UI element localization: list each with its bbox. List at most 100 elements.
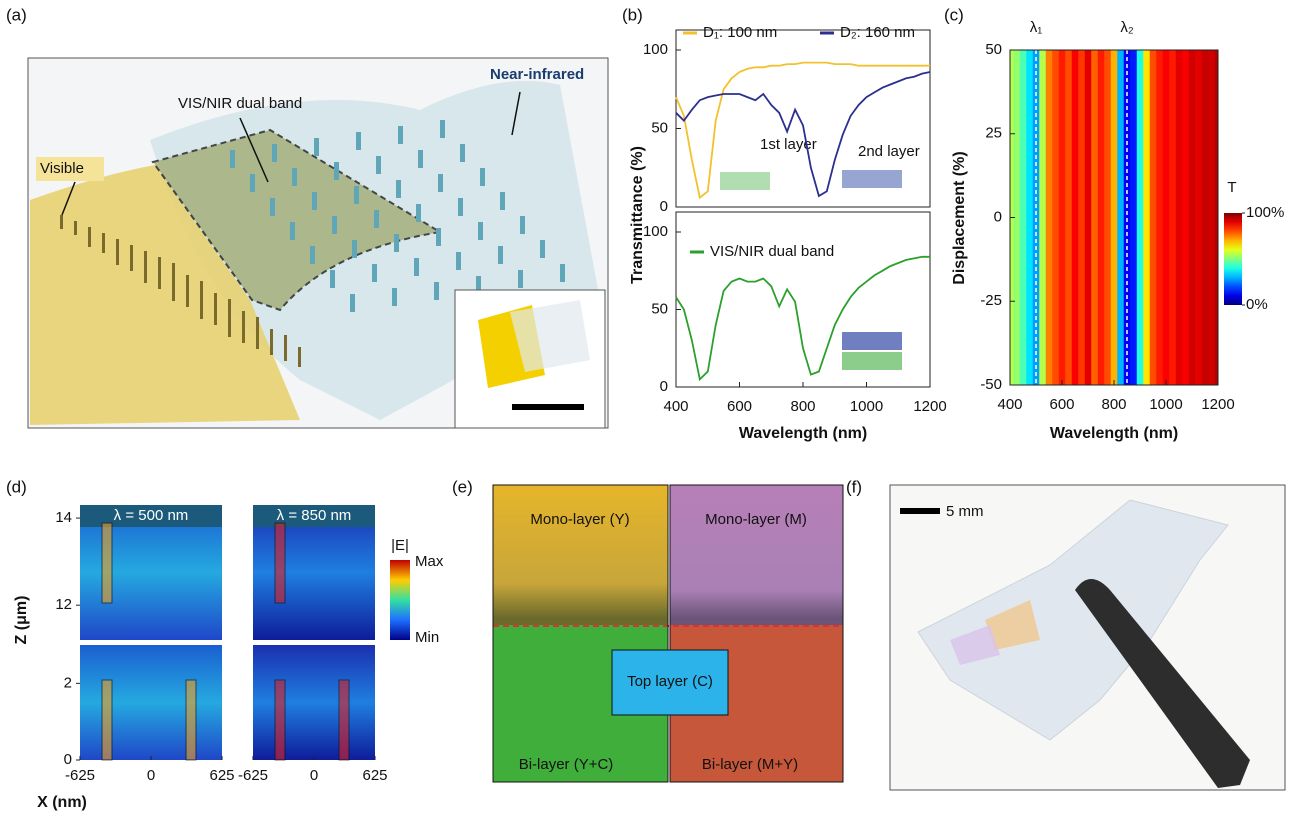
panel-a: VIS/NIR dual band Near-infrared Visible <box>28 58 608 428</box>
layer-icon <box>720 170 902 370</box>
colorbar-label: 100% <box>1246 204 1284 221</box>
heat-cell <box>1195 50 1202 385</box>
pillar <box>250 174 255 192</box>
scale-bar <box>900 508 940 514</box>
y-tick-label: 25 <box>985 125 1002 142</box>
x-tick-label: 1000 <box>1149 396 1182 413</box>
label: Bi-layer (Y+C) <box>519 756 614 773</box>
pillar <box>520 216 525 234</box>
x-tick-label: 0 <box>310 767 318 784</box>
pillar <box>460 144 465 162</box>
x-tick-label: 600 <box>727 398 752 415</box>
pillar <box>186 275 189 289</box>
pillar <box>480 168 485 186</box>
x-tick-label: 800 <box>1101 396 1126 413</box>
x-tick-label: 625 <box>362 767 387 784</box>
panel-label: (b) <box>622 5 643 24</box>
x-tick-label: 800 <box>790 398 815 415</box>
legend-label: D₁: 100 nm <box>703 24 777 41</box>
x-axis-label: Wavelength (nm) <box>1050 425 1178 442</box>
pillar <box>398 126 403 144</box>
mono-layer-m <box>670 485 843 625</box>
pillar <box>272 144 277 162</box>
pillar <box>396 180 401 198</box>
pillar <box>312 192 317 210</box>
panel-label: (c) <box>944 5 964 24</box>
x-tick-label: 400 <box>663 398 688 415</box>
colorbar <box>390 560 410 640</box>
x-tick-label: 400 <box>997 396 1022 413</box>
pillar <box>102 233 105 247</box>
pillar <box>292 168 297 186</box>
heat-cell <box>1052 50 1059 385</box>
figure: (a) (b) (c) (d) (e) (f) VIS/NIR dual ban… <box>0 0 1298 817</box>
map-title: λ = 500 nm <box>114 507 189 524</box>
field-map <box>253 645 375 760</box>
pillar <box>144 251 147 265</box>
y-tick-label: 12 <box>55 596 72 613</box>
pillar <box>352 240 357 258</box>
colorbar-label: Min <box>415 629 439 646</box>
pillar <box>172 263 175 277</box>
y-axis-label: Displacement (%) <box>951 151 968 284</box>
pillar <box>200 281 203 295</box>
x-tick-label: 1000 <box>850 398 883 415</box>
pillar <box>540 240 545 258</box>
pillar <box>102 523 112 603</box>
pillar <box>456 252 461 270</box>
heat-cell <box>1202 50 1209 385</box>
heat-cell <box>1111 50 1118 385</box>
marker-label: λ₂ <box>1120 19 1134 36</box>
pillar <box>242 311 245 325</box>
x-tick-label: -625 <box>238 767 268 784</box>
heat-cell <box>1065 50 1072 385</box>
pillar <box>310 246 315 264</box>
heat-cell <box>1098 50 1105 385</box>
x-tick-label: 600 <box>1049 396 1074 413</box>
heat-cell <box>1150 50 1157 385</box>
heat-cell <box>1208 50 1215 385</box>
mono-layer-y <box>493 485 668 625</box>
pillar <box>354 186 359 204</box>
panel-e: Mono-layer (Y) Mono-layer (M) Top layer … <box>493 485 843 782</box>
pillar <box>394 234 399 252</box>
annotation: 2nd layer <box>858 143 920 160</box>
map-title: λ = 850 nm <box>277 507 352 524</box>
y-tick-label: 0 <box>64 751 72 768</box>
label: VIS/NIR dual band <box>178 95 302 112</box>
heat-cell <box>1020 50 1027 385</box>
pillar <box>88 227 91 241</box>
scale-label: 5 mm <box>946 503 984 520</box>
y-axis-label: Transmittance (%) <box>629 146 646 284</box>
y-tick-label: 100 <box>643 223 668 240</box>
pillar <box>356 132 361 150</box>
pillar <box>350 294 355 312</box>
pillar <box>186 680 196 760</box>
y-tick-label: 0 <box>660 378 668 395</box>
label: Top layer (C) <box>627 673 713 690</box>
pillar <box>560 264 565 282</box>
heat-cell <box>1169 50 1176 385</box>
panel-label: (e) <box>452 477 473 496</box>
label: Mono-layer (M) <box>705 511 807 528</box>
pillar <box>438 174 443 192</box>
heat-cell <box>1156 50 1163 385</box>
panel-f: 5 mm <box>890 485 1285 790</box>
pillar <box>116 239 119 253</box>
pillar <box>418 150 423 168</box>
label: Near-infrared <box>490 66 584 83</box>
pillar <box>339 680 349 760</box>
heat-cell <box>1039 50 1046 385</box>
heat-cell <box>1130 50 1137 385</box>
pillar <box>102 680 112 760</box>
heat-cell <box>1182 50 1189 385</box>
pillar <box>416 204 421 222</box>
pillar <box>458 198 463 216</box>
heat-cell <box>1046 50 1053 385</box>
pillar <box>314 138 319 156</box>
panel-label: (d) <box>6 477 27 496</box>
colorbar-label: Max <box>415 553 444 570</box>
y-tick-label: 2 <box>64 674 72 691</box>
label: Mono-layer (Y) <box>530 511 629 528</box>
x-axis-label: Wavelength (nm) <box>739 425 867 442</box>
